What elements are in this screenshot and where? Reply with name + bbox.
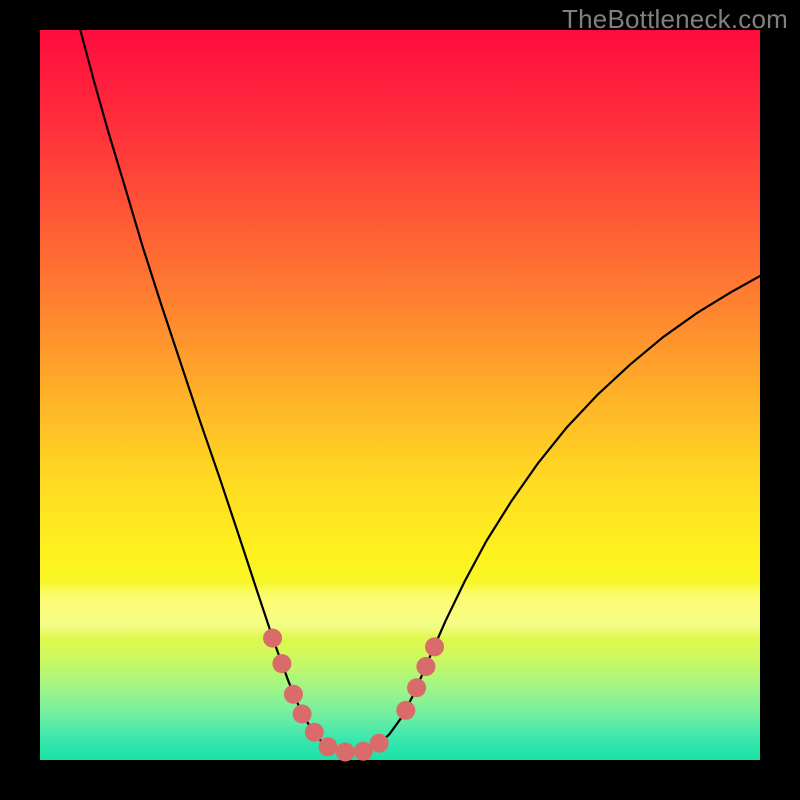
- data-dot: [370, 734, 389, 753]
- pale-band: [40, 581, 760, 639]
- data-dot: [319, 737, 338, 756]
- data-dot: [293, 705, 312, 724]
- bottleneck-curve-chart: [0, 0, 800, 800]
- data-dot: [305, 723, 324, 742]
- data-dot: [425, 637, 444, 656]
- data-dot: [396, 701, 415, 720]
- data-dot: [284, 685, 303, 704]
- data-dot: [272, 654, 291, 673]
- gradient-plot-area: [40, 30, 760, 760]
- data-dot: [336, 742, 355, 761]
- data-dot: [407, 678, 426, 697]
- data-dot: [263, 629, 282, 648]
- chart-container: TheBottleneck.com: [0, 0, 800, 800]
- watermark-text: TheBottleneck.com: [562, 4, 788, 35]
- data-dot: [416, 657, 435, 676]
